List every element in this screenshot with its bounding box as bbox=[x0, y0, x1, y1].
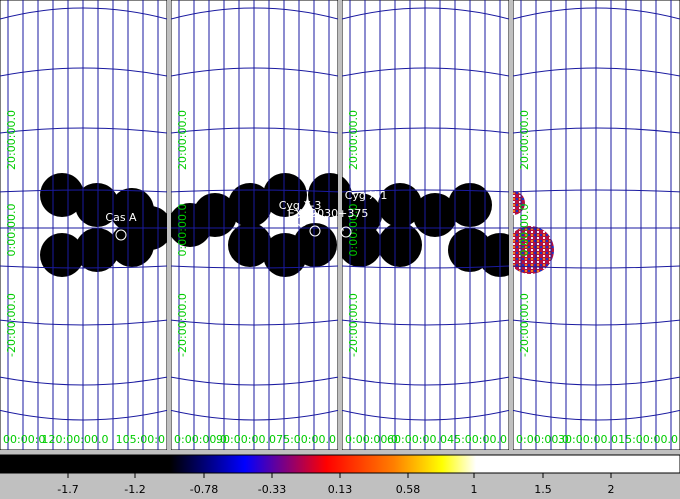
colorbar-label: 2 bbox=[608, 483, 615, 496]
source-image bbox=[513, 226, 554, 274]
grid-line bbox=[171, 67, 338, 77]
source-image bbox=[342, 223, 382, 267]
source-image bbox=[40, 233, 84, 277]
grid-line bbox=[342, 376, 509, 386]
grid-line bbox=[342, 409, 509, 421]
source-image bbox=[40, 173, 84, 217]
panel: 20:00:00.0 0:00:00.0 -20:00:00.0 bbox=[0, 0, 167, 450]
axis-label: 0:00:00.0 bbox=[518, 204, 531, 257]
colorbar-label: 0.13 bbox=[328, 483, 353, 496]
grid-line bbox=[513, 127, 680, 134]
source-image bbox=[413, 193, 457, 237]
grid-line bbox=[171, 376, 338, 386]
grid-line bbox=[0, 7, 167, 20]
grid-line bbox=[171, 409, 338, 421]
grid-line bbox=[513, 265, 680, 269]
grid-line bbox=[342, 67, 509, 77]
source-marker bbox=[115, 229, 127, 241]
panel: 20:00:00.0 0:00:00.0 -20:00:00.0 bbox=[342, 0, 509, 450]
grid-line bbox=[513, 7, 680, 20]
axis-label: 75:00:00.0 bbox=[276, 433, 336, 446]
grid-line bbox=[171, 189, 338, 193]
colorbar bbox=[0, 454, 680, 474]
grid-line bbox=[342, 189, 509, 193]
axis-label: 0:00:00.0 bbox=[5, 204, 18, 257]
axis-label: 0:00:00.0 bbox=[347, 204, 360, 257]
grid-line bbox=[171, 319, 338, 326]
grid-line bbox=[0, 189, 167, 193]
panel: 20:00:00.0 0:00:00.0 -20:00:00.0 bbox=[513, 0, 680, 450]
axis-label: 0:00:00.0 bbox=[176, 204, 189, 257]
grid-line bbox=[171, 7, 338, 20]
source-label: Cyg X-1 bbox=[345, 189, 388, 202]
colorbar-label: -1.7 bbox=[57, 483, 78, 496]
colorbar-label: 1.5 bbox=[534, 483, 552, 496]
axis-label: 15:00:00.0 bbox=[618, 433, 678, 446]
axis-label: -20:00:00.0 bbox=[5, 293, 18, 357]
colorbar-label: 0.58 bbox=[396, 483, 421, 496]
grid-line bbox=[0, 265, 167, 269]
axis-label: 0:00:00.0 bbox=[345, 433, 398, 446]
axis-label: 0:00:00.0 bbox=[174, 433, 227, 446]
axis-label: -20:00:00.0 bbox=[176, 293, 189, 357]
source-image bbox=[378, 223, 422, 267]
source-image bbox=[513, 191, 525, 215]
source-marker bbox=[296, 215, 308, 227]
source-image bbox=[193, 193, 237, 237]
grid-line bbox=[0, 319, 167, 326]
axis-label: 90:00:00.0 bbox=[216, 433, 276, 446]
grid-line bbox=[342, 319, 509, 326]
grid-line bbox=[513, 189, 680, 193]
grid-line bbox=[342, 7, 509, 20]
source-label: Cas A bbox=[105, 211, 137, 224]
axis-label: 45:00:00.0 bbox=[447, 433, 507, 446]
source-image bbox=[308, 173, 338, 217]
grid-line bbox=[342, 265, 509, 269]
source-marker bbox=[340, 226, 352, 238]
source-image bbox=[378, 183, 422, 227]
grid-line bbox=[0, 127, 167, 134]
grid-line bbox=[513, 67, 680, 77]
grid-line bbox=[513, 376, 680, 386]
source-image bbox=[293, 223, 337, 267]
source-label: Cyg X-3 bbox=[279, 199, 322, 212]
grid-line bbox=[342, 127, 509, 134]
colorbar-label: 1 bbox=[471, 483, 478, 496]
grid-line bbox=[513, 409, 680, 421]
grid-line bbox=[171, 265, 338, 269]
source-image bbox=[75, 183, 119, 227]
grid-line bbox=[0, 376, 167, 386]
axis-label: 20:00:00.0 bbox=[518, 110, 531, 170]
axis-label: 20:00:00.0 bbox=[176, 110, 189, 170]
grid-line bbox=[171, 127, 338, 134]
source-image bbox=[75, 228, 119, 272]
source-image bbox=[263, 173, 307, 217]
axis-label: 0:00:00.0 bbox=[516, 433, 569, 446]
source-label: EXO2030+375 bbox=[288, 207, 369, 220]
colorbar-label: -1.2 bbox=[124, 483, 145, 496]
source-marker bbox=[309, 225, 321, 237]
grid-line bbox=[513, 319, 680, 326]
grid-line bbox=[0, 409, 167, 421]
axis-label: 60:00:00.0 bbox=[387, 433, 447, 446]
axis-label: 20:00:00.0 bbox=[347, 110, 360, 170]
axis-label: -20:00:00.0 bbox=[518, 293, 531, 357]
axis-label: 20:00:00.0 bbox=[5, 110, 18, 170]
colorbar-label: -0.33 bbox=[258, 483, 286, 496]
axis-label: 30:00:00.0 bbox=[558, 433, 618, 446]
axis-label: -20:00:00.0 bbox=[347, 293, 360, 357]
grid-line bbox=[0, 67, 167, 77]
axis-label: 120:00:00.0 bbox=[42, 433, 109, 446]
axis-label: 105:00:0 bbox=[116, 433, 165, 446]
colorbar-label: -0.78 bbox=[190, 483, 218, 496]
panel: 20:00:00.0 0:00:00.0 -20:00:00.0 bbox=[171, 0, 338, 450]
axis-label: 00:00:0 bbox=[3, 433, 45, 446]
